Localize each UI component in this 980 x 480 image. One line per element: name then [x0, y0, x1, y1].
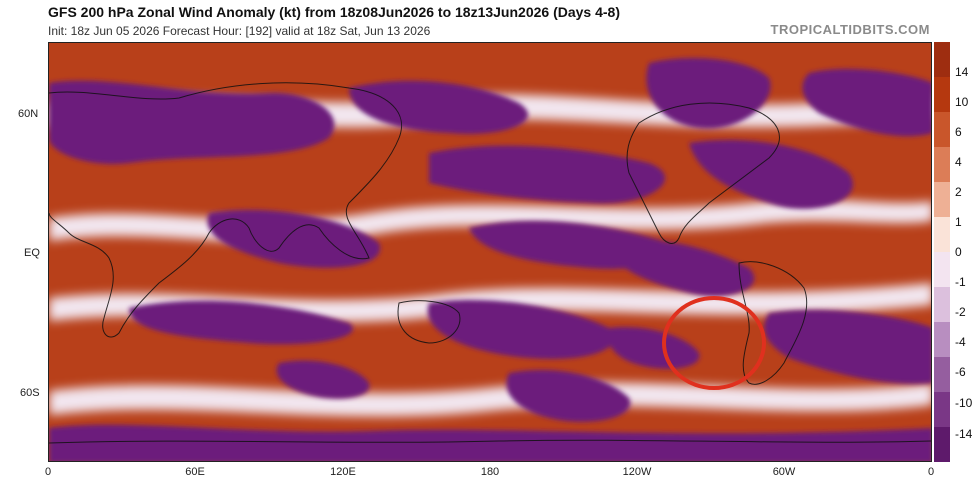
colorbar-label: 4: [955, 155, 962, 169]
highlight-circle: [662, 296, 766, 390]
lon-label-0-west: 0: [44, 466, 52, 478]
lon-label-180: 180: [480, 466, 500, 478]
colorbar-label: 14: [955, 65, 969, 79]
colorbar-label: -1: [955, 275, 966, 289]
map-subtitle: Init: 18z Jun 05 2026 Forecast Hour: [19…: [48, 24, 431, 38]
colorbar-label: -4: [955, 335, 966, 349]
colorbar-label: -10: [955, 396, 973, 410]
wind-anomaly-map: [48, 42, 932, 462]
negative-anomaly-regions: [49, 58, 931, 461]
colorbar-label: 6: [955, 125, 962, 139]
continent-outlines: [49, 82, 931, 444]
lat-label-60n: 60N: [18, 108, 39, 120]
colorbar: [934, 42, 950, 462]
colorbar-label: -2: [955, 305, 966, 319]
lat-label-60s: 60S: [20, 387, 40, 399]
colorbar-label: 2: [955, 185, 962, 199]
colorbar-label: 10: [955, 95, 969, 109]
site-brand: TROPICALTIDBITS.COM: [770, 22, 930, 37]
lon-label-60e: 60E: [185, 466, 205, 478]
lon-label-120w: 120W: [622, 466, 652, 478]
map-canvas: [49, 43, 931, 461]
lon-label-120e: 120E: [330, 466, 356, 478]
lon-label-60w: 60W: [772, 466, 796, 478]
lon-label-0-east: 0: [927, 466, 935, 478]
colorbar-label: -6: [955, 365, 966, 379]
map-title: GFS 200 hPa Zonal Wind Anomaly (kt) from…: [48, 4, 620, 20]
colorbar-label: 0: [955, 245, 962, 259]
colorbar-label: 1: [955, 215, 962, 229]
lat-label-eq: EQ: [24, 247, 40, 259]
colorbar-label: -14: [955, 427, 973, 441]
